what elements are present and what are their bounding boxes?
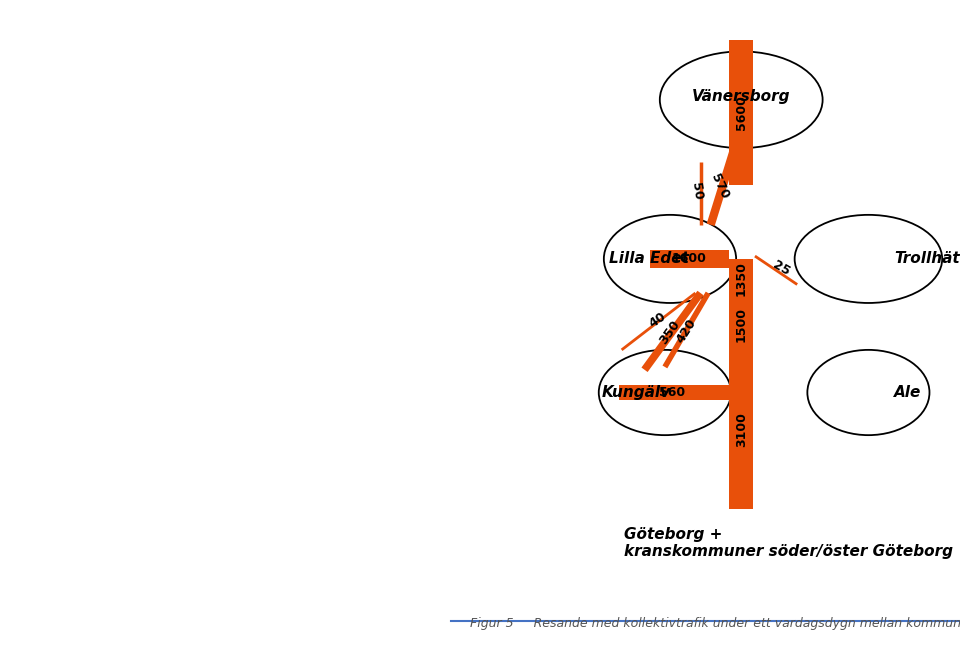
Text: 40: 40 [646,310,668,331]
Text: 1600: 1600 [672,253,707,266]
Text: Göteborg +
kranskommuner söder/öster Göteborg: Göteborg + kranskommuner söder/öster Göt… [624,527,953,559]
Bar [729,350,754,509]
Text: Lilla Edet: Lilla Edet [609,251,689,266]
Text: Ale: Ale [894,385,922,400]
Text: 3100: 3100 [734,412,748,447]
Text: 570: 570 [708,171,731,201]
Text: Figur 5     Resande med kollektivtrafik under ett vardagsdygn mellan kommuner: Figur 5 Resande med kollektivtrafik unde… [470,617,960,630]
Text: Trollhättan: Trollhättan [894,251,960,266]
Text: Vänersborg: Vänersborg [692,89,790,105]
Bar [650,250,729,268]
Text: 350: 350 [658,318,683,347]
Text: 1500: 1500 [734,307,748,342]
Bar [619,385,729,400]
Text: 1350: 1350 [734,262,748,297]
Text: 420: 420 [674,317,699,346]
Text: Kungälv: Kungälv [601,385,670,400]
Text: 5600: 5600 [734,96,748,130]
Bar [729,259,754,298]
Bar [729,298,754,350]
Bar [729,40,754,185]
Text: 25: 25 [770,258,792,278]
Text: 560: 560 [660,386,685,399]
Text: 50: 50 [689,181,705,200]
